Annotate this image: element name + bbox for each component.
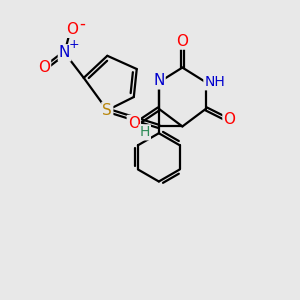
Text: O: O — [176, 34, 188, 49]
Text: O: O — [66, 22, 78, 37]
Text: H: H — [140, 125, 150, 139]
Text: NH: NH — [204, 75, 225, 89]
Text: -: - — [79, 14, 85, 32]
Text: O: O — [224, 112, 236, 127]
Text: +: + — [68, 38, 79, 51]
Text: S: S — [102, 103, 112, 118]
Text: N: N — [59, 45, 70, 60]
Text: N: N — [153, 73, 164, 88]
Text: O: O — [128, 116, 140, 131]
Text: O: O — [38, 60, 50, 75]
